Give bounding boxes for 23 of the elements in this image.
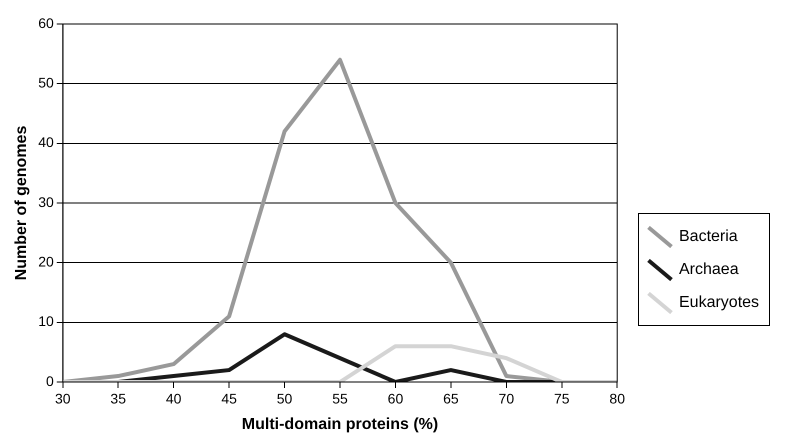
- x-axis-title: Multi-domain proteins (%): [242, 416, 438, 433]
- x-tick-label: 55: [332, 390, 348, 406]
- y-axis-title: Number of genomes: [13, 126, 30, 280]
- y-tick-label: 60: [38, 14, 54, 31]
- y-tick-label: 40: [38, 134, 54, 150]
- x-tick-label: 70: [498, 390, 514, 406]
- x-tick-label: 60: [388, 390, 404, 406]
- legend-label: Bacteria: [679, 228, 738, 246]
- x-tick-label: 45: [221, 390, 238, 406]
- y-tick-label: 10: [38, 313, 54, 330]
- legend-label: Eukaryotes: [679, 294, 760, 312]
- y-tick-label: 50: [38, 74, 54, 91]
- x-tick-label: 35: [110, 390, 126, 406]
- x-tick-label: 40: [166, 390, 182, 406]
- legend-label: Archaea: [679, 260, 739, 278]
- x-tick-label: 30: [54, 390, 71, 406]
- x-tick-label: 80: [609, 390, 626, 406]
- x-tick-label: 65: [443, 390, 459, 406]
- y-tick-label: 30: [38, 194, 54, 210]
- y-tick-label: 20: [38, 254, 54, 270]
- x-tick-label: 75: [554, 390, 570, 406]
- x-tick-label: 50: [276, 390, 293, 406]
- y-tick-label: 0: [46, 372, 54, 389]
